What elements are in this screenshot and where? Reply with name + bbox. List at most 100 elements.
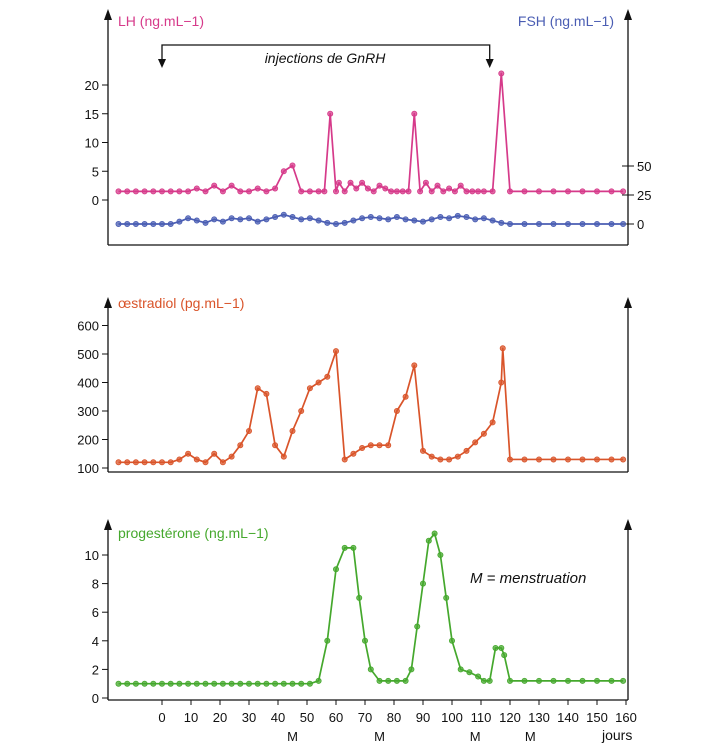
oestradiol-point xyxy=(280,453,287,460)
oestradiol-point xyxy=(565,456,572,463)
panel3-right-axis-arrow xyxy=(624,519,632,530)
lh-point xyxy=(457,182,464,189)
progesterone-point xyxy=(115,680,122,687)
fsh-point xyxy=(315,217,322,224)
lh-point xyxy=(434,182,441,189)
panel-progesterone: progestérone (ng.mL−1) M = menstruation … xyxy=(85,519,637,744)
oestradiol-point xyxy=(506,456,513,463)
progesterone-point xyxy=(402,677,409,684)
progesterone-point xyxy=(414,623,421,630)
lh-point xyxy=(382,185,389,192)
lh-point xyxy=(254,185,261,192)
progesterone-point xyxy=(141,680,148,687)
oestradiol-axis-label: œstradiol (pg.mL−1) xyxy=(118,295,244,311)
progesterone-point xyxy=(193,680,200,687)
oestradiol-point xyxy=(499,345,506,352)
lh-point xyxy=(388,188,395,195)
progesterone-point xyxy=(437,552,444,559)
oestradiol-point xyxy=(359,445,366,452)
lh-tick-label: 10 xyxy=(85,136,99,151)
progesterone-point xyxy=(550,677,557,684)
progesterone-point xyxy=(579,677,586,684)
progesterone-point xyxy=(480,677,487,684)
progesterone-point xyxy=(124,680,131,687)
lh-point xyxy=(428,188,435,195)
fsh-point xyxy=(289,214,296,221)
fsh-tick-label: 50 xyxy=(637,159,651,174)
oestradiol-point xyxy=(202,459,209,466)
progesterone-point xyxy=(506,677,513,684)
fsh-point xyxy=(350,217,357,224)
lh-point xyxy=(115,188,122,195)
oestradiol-point xyxy=(385,442,392,449)
progesterone-tick-label: 6 xyxy=(92,605,99,620)
fsh-point xyxy=(521,220,528,227)
lh-point xyxy=(594,188,601,195)
progesterone-point xyxy=(356,594,363,601)
fsh-point xyxy=(280,211,287,218)
progesterone-point xyxy=(219,680,226,687)
oestradiol-point xyxy=(428,453,435,460)
lh-point xyxy=(417,188,424,195)
progesterone-point xyxy=(350,544,357,551)
oestradiol-point xyxy=(124,459,131,466)
progesterone-point xyxy=(475,673,482,680)
lh-series xyxy=(115,70,627,195)
progesterone-point xyxy=(486,677,493,684)
oestradiol-point xyxy=(550,456,557,463)
fsh-point xyxy=(620,220,627,227)
oestradiol-point xyxy=(341,456,348,463)
oestradiol-point xyxy=(193,456,200,463)
progesterone-point xyxy=(536,677,543,684)
oestradiol-tick-label: 500 xyxy=(77,347,99,362)
fsh-point xyxy=(579,220,586,227)
oestradiol-point xyxy=(245,427,252,434)
progesterone-tick-label: 10 xyxy=(85,548,99,563)
progesterone-tick-label: 0 xyxy=(92,691,99,706)
progesterone-point xyxy=(457,666,464,673)
progesterone-point xyxy=(254,680,261,687)
progesterone-point xyxy=(425,537,432,544)
lh-point xyxy=(498,70,505,77)
progesterone-point xyxy=(393,677,400,684)
oestradiol-y-ticks: 100 200 300 400 500 600 xyxy=(77,319,108,476)
oestradiol-point xyxy=(158,459,165,466)
lh-point xyxy=(550,188,557,195)
oestradiol-point xyxy=(185,450,192,457)
progesterone-point xyxy=(608,677,615,684)
progesterone-tick-label: 4 xyxy=(92,634,99,649)
oestradiol-tick-label: 400 xyxy=(77,376,99,391)
lh-point xyxy=(393,188,400,195)
lh-point xyxy=(228,182,235,189)
progesterone-point xyxy=(521,677,528,684)
oestradiol-point xyxy=(579,456,586,463)
fsh-point xyxy=(332,220,339,227)
fsh-point xyxy=(176,218,183,225)
lh-line xyxy=(118,72,624,193)
lh-tick-label: 0 xyxy=(92,193,99,208)
fsh-point xyxy=(498,219,505,226)
lh-point xyxy=(521,188,528,195)
oestradiol-point xyxy=(219,459,226,466)
fsh-point xyxy=(506,220,513,227)
progesterone-axis-label: progestérone (ng.mL−1) xyxy=(118,525,269,541)
fsh-point xyxy=(402,216,409,223)
oestradiol-point xyxy=(454,453,461,460)
fsh-point xyxy=(202,219,209,226)
lh-point xyxy=(451,188,458,195)
panel-oestradiol: œstradiol (pg.mL−1) 100 200 300 400 500 600 xyxy=(77,295,632,476)
x-axis-unit-label: jours xyxy=(601,727,632,743)
day-tick-label: 90 xyxy=(416,710,430,725)
day-tick-label: 0 xyxy=(158,710,165,725)
day-tick-label: 140 xyxy=(557,710,579,725)
lh-point xyxy=(211,182,218,189)
fsh-point xyxy=(437,214,444,221)
fsh-point xyxy=(480,215,487,222)
oestradiol-point xyxy=(289,427,296,434)
oestradiol-tick-label: 200 xyxy=(77,433,99,448)
lh-point xyxy=(141,188,148,195)
progesterone-point xyxy=(367,666,374,673)
lh-point xyxy=(480,188,487,195)
fsh-point xyxy=(393,214,400,221)
lh-point xyxy=(489,188,496,195)
